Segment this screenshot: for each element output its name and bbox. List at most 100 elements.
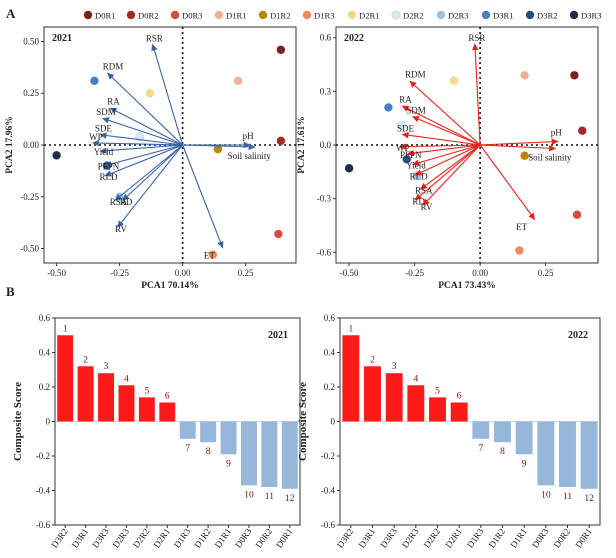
score-bar bbox=[472, 421, 490, 439]
year-title: 2022 bbox=[344, 33, 364, 44]
loading-arrowhead bbox=[419, 182, 428, 190]
rank-label: 12 bbox=[584, 494, 594, 504]
vector-label: WP bbox=[396, 143, 410, 153]
rank-label: 2 bbox=[83, 355, 88, 365]
legend-marker bbox=[126, 10, 136, 20]
loading-arrowhead bbox=[91, 139, 99, 147]
y-tick-label: 0.6 bbox=[39, 313, 51, 323]
loading-arrowhead bbox=[409, 80, 417, 88]
vector-label: RSA bbox=[110, 197, 128, 207]
score-bar bbox=[220, 421, 237, 455]
score-bar bbox=[77, 366, 94, 422]
category-label: D1R3 bbox=[465, 526, 486, 550]
loading-vector bbox=[98, 142, 183, 146]
x-axis-title: PCA1 70.14% bbox=[141, 281, 199, 291]
category-label: D0R1 bbox=[274, 526, 295, 549]
sample-point bbox=[396, 120, 406, 130]
loading-arrowhead bbox=[114, 193, 123, 201]
loading-vector bbox=[418, 118, 481, 146]
legend-label: D2R1 bbox=[359, 11, 380, 21]
x-tick-label: -0.25 bbox=[110, 268, 129, 278]
score-bar bbox=[281, 421, 298, 489]
legend-label: D0R1 bbox=[95, 11, 116, 21]
sample-point bbox=[213, 144, 223, 154]
vector-label: Soil salinity bbox=[228, 151, 272, 161]
loading-arrowhead bbox=[101, 117, 110, 124]
category-label: D0R2 bbox=[552, 526, 573, 549]
vector-label: RLD bbox=[99, 172, 118, 182]
rank-label: 6 bbox=[165, 392, 170, 402]
category-label: D3R3 bbox=[90, 526, 111, 550]
loading-arrowhead bbox=[472, 43, 479, 51]
y-tick-label: 0.00 bbox=[23, 140, 39, 150]
loading-vector bbox=[413, 144, 481, 154]
score-bar bbox=[138, 397, 155, 422]
sample-point bbox=[515, 246, 524, 255]
score-bar bbox=[364, 366, 381, 422]
legend-label: D3R1 bbox=[493, 11, 514, 21]
vector-label: PFPN bbox=[400, 150, 422, 160]
rank-label: 4 bbox=[413, 374, 418, 384]
loading-arrowhead bbox=[99, 147, 107, 154]
loading-vector bbox=[153, 50, 184, 146]
score-bar bbox=[494, 421, 511, 443]
loading-arrowhead bbox=[414, 169, 423, 176]
loading-vector bbox=[126, 144, 183, 197]
panel-label-b: B bbox=[6, 284, 15, 299]
rank-label: 9 bbox=[226, 459, 231, 469]
score-bar bbox=[261, 421, 278, 488]
score-bar bbox=[179, 421, 196, 439]
y-tick-label: -0.4 bbox=[36, 486, 51, 496]
legend-label: D1R1 bbox=[226, 11, 247, 21]
sample-point bbox=[449, 76, 459, 85]
sample-point bbox=[276, 45, 286, 54]
category-label: D2R1 bbox=[151, 526, 172, 549]
y-axis-title: Composite Score bbox=[12, 382, 24, 461]
y-tick-label: -0.25 bbox=[20, 192, 39, 202]
loading-vector bbox=[426, 144, 481, 202]
score-bar bbox=[118, 385, 135, 422]
rank-label: 5 bbox=[435, 386, 440, 396]
y-tick-label: -0.6 bbox=[317, 247, 332, 257]
loading-vector bbox=[120, 144, 184, 223]
loading-arrowhead bbox=[104, 160, 113, 168]
score-bar bbox=[98, 373, 115, 422]
loading-arrowhead bbox=[109, 107, 118, 114]
y-tick-label: -0.4 bbox=[321, 486, 336, 496]
loading-arrowhead bbox=[551, 138, 559, 145]
pca-biplot-2022: -0.50 -0.25 0.00 0.25 -0.6 -0.3 0.0 0.3 0.6 PCA1 … bbox=[297, 26, 599, 291]
y-tick-label: -0.6 bbox=[321, 520, 336, 530]
loading-arrowhead bbox=[122, 193, 130, 201]
y-tick-label: -0.2 bbox=[321, 451, 335, 461]
score-bar bbox=[537, 421, 555, 486]
category-label: D0R3 bbox=[530, 526, 551, 550]
y-tick-label: 0.3 bbox=[320, 86, 332, 96]
vector-label: RA bbox=[399, 95, 412, 105]
legend-label: D2R2 bbox=[403, 11, 424, 21]
rank-label: 3 bbox=[104, 362, 109, 372]
y-tick-label: -0.50 bbox=[20, 244, 39, 254]
loading-vector bbox=[408, 134, 481, 146]
loading-vector bbox=[419, 144, 481, 197]
legend-marker bbox=[347, 10, 357, 20]
legend-marker bbox=[83, 10, 93, 20]
sample-point bbox=[145, 89, 155, 98]
vector-label: pH bbox=[243, 131, 255, 141]
rank-label: 1 bbox=[348, 324, 353, 334]
loading-vector bbox=[405, 144, 481, 148]
category-label: D1R3 bbox=[172, 526, 193, 550]
rank-label: 11 bbox=[563, 492, 572, 502]
rank-label: 10 bbox=[541, 490, 551, 500]
loading-vector bbox=[474, 50, 481, 146]
vector-label: ET bbox=[516, 222, 527, 232]
vector-label: Yield bbox=[406, 161, 426, 171]
score-bar bbox=[200, 421, 217, 443]
score-bar bbox=[580, 421, 598, 489]
category-label: D0R2 bbox=[253, 526, 274, 549]
y-tick-label: 0.2 bbox=[324, 382, 335, 392]
loading-arrowhead bbox=[411, 116, 420, 123]
vector-label: RV bbox=[115, 224, 127, 234]
sample-point bbox=[520, 151, 529, 160]
category-label: D3R2 bbox=[335, 526, 356, 549]
